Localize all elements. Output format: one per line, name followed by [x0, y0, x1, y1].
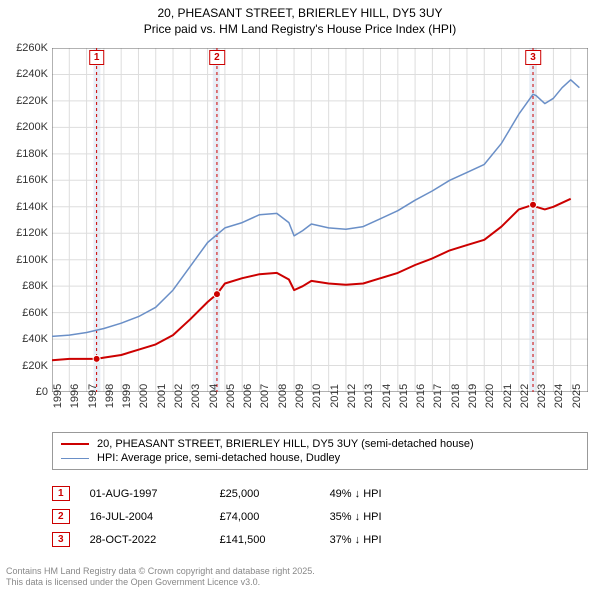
- y-axis-tick-label: £200K: [16, 121, 48, 133]
- legend-item: 20, PHEASANT STREET, BRIERLEY HILL, DY5 …: [61, 437, 579, 451]
- x-axis-tick-label: 2012: [346, 384, 358, 408]
- sale-row-date: 16-JUL-2004: [90, 511, 200, 523]
- legend-swatch: [61, 443, 89, 445]
- x-axis-tick-label: 2001: [156, 384, 168, 408]
- title-line1: 20, PHEASANT STREET, BRIERLEY HILL, DY5 …: [0, 6, 600, 22]
- y-axis-tick-label: £260K: [16, 42, 48, 54]
- y-axis-tick-label: £240K: [16, 68, 48, 80]
- sale-row-vs-hpi: 37% ↓ HPI: [330, 534, 382, 546]
- x-axis-tick-label: 1997: [87, 384, 99, 408]
- chart-plot-area: £0£20K£40K£60K£80K£100K£120K£140K£160K£1…: [52, 48, 588, 392]
- y-axis-tick-label: £180K: [16, 148, 48, 160]
- chart-title: 20, PHEASANT STREET, BRIERLEY HILL, DY5 …: [0, 0, 600, 41]
- x-axis-tick-label: 1995: [52, 384, 64, 408]
- legend-label: HPI: Average price, semi-detached house,…: [97, 452, 340, 464]
- legend-item: HPI: Average price, semi-detached house,…: [61, 451, 579, 465]
- sale-row-vs-hpi: 49% ↓ HPI: [330, 488, 382, 500]
- x-axis-tick-label: 2011: [329, 384, 341, 408]
- sale-row-vs-hpi: 35% ↓ HPI: [330, 511, 382, 523]
- x-axis-tick-label: 2003: [190, 384, 202, 408]
- x-axis-tick-label: 2010: [311, 384, 323, 408]
- y-axis-tick-label: £100K: [16, 254, 48, 266]
- x-axis-tick-label: 2017: [432, 384, 444, 408]
- x-axis-tick-label: 2014: [381, 384, 393, 408]
- x-axis-tick-label: 2009: [294, 384, 306, 408]
- x-axis-tick-label: 2005: [225, 384, 237, 408]
- y-axis-tick-label: £120K: [16, 227, 48, 239]
- sale-flag-3: 3: [525, 50, 541, 65]
- footer-line1: Contains HM Land Registry data © Crown c…: [6, 566, 315, 577]
- legend-label: 20, PHEASANT STREET, BRIERLEY HILL, DY5 …: [97, 438, 474, 450]
- title-line2: Price paid vs. HM Land Registry's House …: [0, 22, 600, 38]
- x-axis-tick-label: 2018: [450, 384, 462, 408]
- x-axis-tick-label: 2021: [502, 384, 514, 408]
- x-axis-tick-label: 2006: [242, 384, 254, 408]
- x-axis-tick-label: 2022: [519, 384, 531, 408]
- x-axis-tick-label: 2004: [208, 384, 220, 408]
- legend: 20, PHEASANT STREET, BRIERLEY HILL, DY5 …: [52, 432, 588, 470]
- y-axis-tick-label: £80K: [22, 280, 48, 292]
- sale-row-date: 28-OCT-2022: [90, 534, 200, 546]
- sale-flag-1: 1: [89, 50, 105, 65]
- sale-row: 1 01-AUG-1997 £25,000 49% ↓ HPI: [52, 482, 588, 505]
- sale-row-price: £141,500: [220, 534, 310, 546]
- legend-swatch: [61, 458, 89, 459]
- sale-row-flag: 2: [52, 509, 70, 524]
- sale-flag-2: 2: [209, 50, 225, 65]
- x-axis-tick-label: 2024: [553, 384, 565, 408]
- sale-row-flag: 1: [52, 486, 70, 501]
- x-axis-tick-label: 1999: [121, 384, 133, 408]
- x-axis-tick-label: 2019: [467, 384, 479, 408]
- y-axis-tick-label: £140K: [16, 201, 48, 213]
- y-axis-tick-label: £160K: [16, 174, 48, 186]
- y-axis-tick-label: £220K: [16, 95, 48, 107]
- x-axis-tick-label: 1996: [69, 384, 81, 408]
- sales-table: 1 01-AUG-1997 £25,000 49% ↓ HPI 2 16-JUL-2004…: [52, 482, 588, 551]
- sale-row-price: £74,000: [220, 511, 310, 523]
- footer-line2: This data is licensed under the Open Gov…: [6, 577, 315, 588]
- x-axis-tick-label: 2013: [363, 384, 375, 408]
- sale-row-date: 01-AUG-1997: [90, 488, 200, 500]
- x-axis-tick-label: 2008: [277, 384, 289, 408]
- y-axis-tick-label: £0: [36, 386, 48, 398]
- footer-attribution: Contains HM Land Registry data © Crown c…: [6, 566, 315, 588]
- sale-row: 3 28-OCT-2022 £141,500 37% ↓ HPI: [52, 528, 588, 551]
- x-axis-tick-label: 2000: [138, 384, 150, 408]
- x-axis-tick-label: 2007: [259, 384, 271, 408]
- y-axis-tick-label: £20K: [22, 360, 48, 372]
- sale-row-flag: 3: [52, 532, 70, 547]
- y-axis-tick-label: £40K: [22, 333, 48, 345]
- sale-row-price: £25,000: [220, 488, 310, 500]
- x-axis-tick-label: 2025: [571, 384, 583, 408]
- chart-svg: [52, 48, 588, 392]
- x-axis-tick-label: 2020: [484, 384, 496, 408]
- x-axis-tick-label: 1998: [104, 384, 116, 408]
- x-axis-tick-label: 2002: [173, 384, 185, 408]
- y-axis-tick-label: £60K: [22, 307, 48, 319]
- x-axis-tick-label: 2023: [536, 384, 548, 408]
- x-axis-tick-label: 2015: [398, 384, 410, 408]
- sale-row: 2 16-JUL-2004 £74,000 35% ↓ HPI: [52, 505, 588, 528]
- x-axis-tick-label: 2016: [415, 384, 427, 408]
